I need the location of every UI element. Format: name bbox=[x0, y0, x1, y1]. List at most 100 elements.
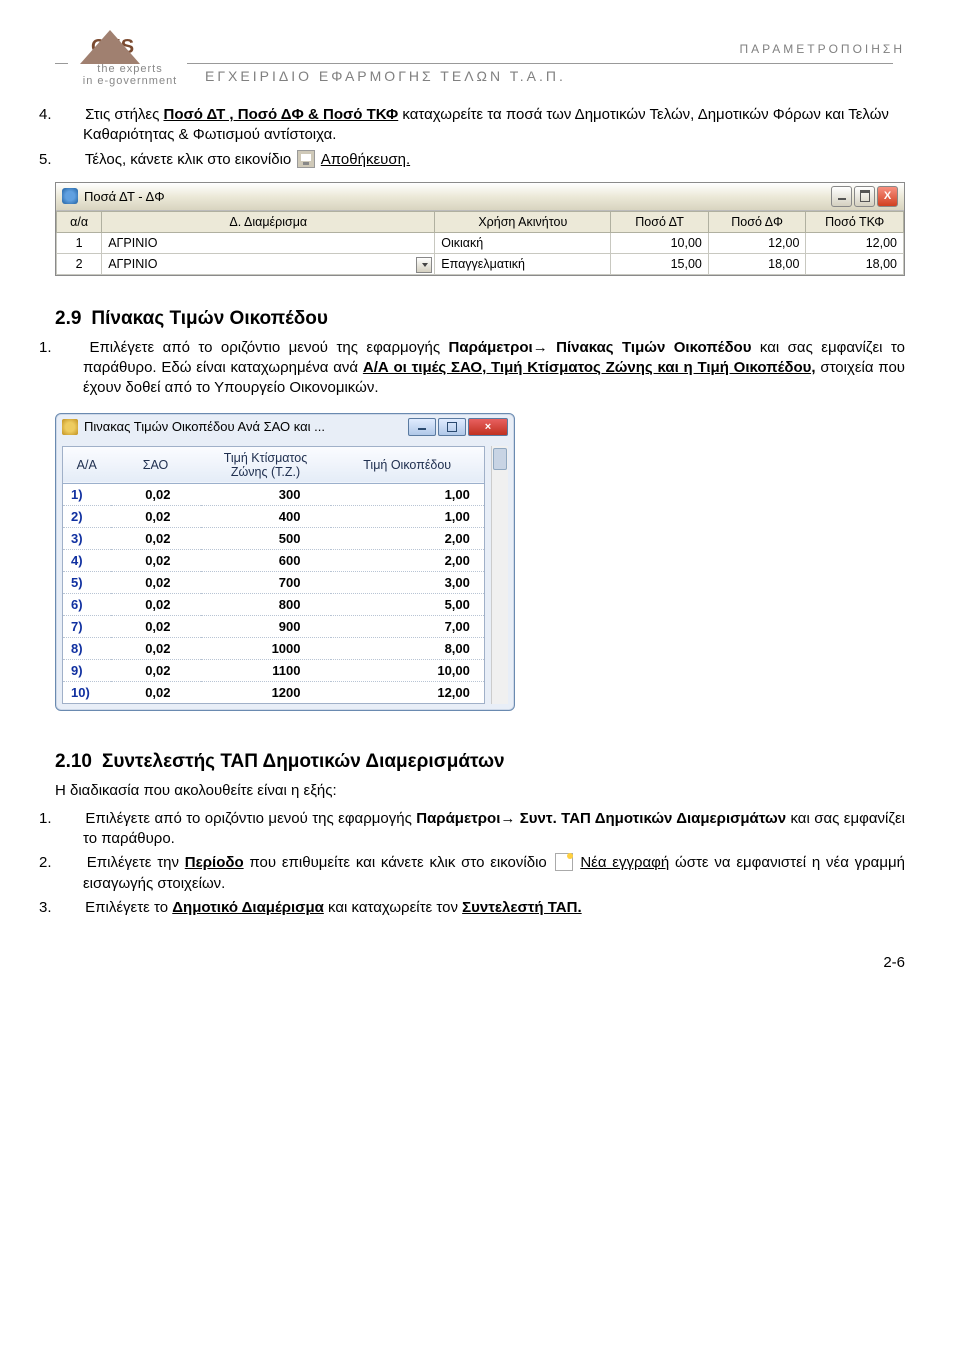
maximize-button[interactable] bbox=[438, 418, 466, 436]
col-sao[interactable]: ΣΑΟ bbox=[111, 446, 201, 483]
col-tkf[interactable]: Ποσό ΤΚΦ bbox=[806, 211, 904, 232]
vertical-scrollbar[interactable] bbox=[491, 446, 508, 704]
cell-aa[interactable]: 8) bbox=[63, 637, 111, 659]
emphasis-columns: Ποσό ΔΤ , Ποσό ΔΦ & Ποσό ΤΚΦ bbox=[164, 106, 399, 123]
cell-aa[interactable]: 1 bbox=[57, 232, 102, 253]
col-diam[interactable]: Δ. Διαμέρισμα bbox=[102, 211, 435, 232]
cell-df[interactable]: 12,00 bbox=[708, 232, 806, 253]
cell-to[interactable]: 1,00 bbox=[331, 483, 485, 505]
table-row[interactable]: 9)0,02110010,00 bbox=[63, 659, 485, 681]
cell-to[interactable]: 2,00 bbox=[331, 549, 485, 571]
col-dt[interactable]: Ποσό ΔΤ bbox=[611, 211, 709, 232]
col-aa[interactable]: Α/Α bbox=[63, 446, 111, 483]
cell-aa[interactable]: 2 bbox=[57, 253, 102, 274]
col-tz[interactable]: Τιμή Κτίσματος Ζώνης (Τ.Ζ.) bbox=[201, 446, 331, 483]
table-row[interactable]: 4)0,026002,00 bbox=[63, 549, 485, 571]
cell-aa[interactable]: 5) bbox=[63, 571, 111, 593]
table-row[interactable]: 1)0,023001,00 bbox=[63, 483, 485, 505]
cell-tkf[interactable]: 12,00 bbox=[806, 232, 904, 253]
cell-aa[interactable]: 7) bbox=[63, 615, 111, 637]
col-aa[interactable]: α/α bbox=[57, 211, 102, 232]
header-rule-right bbox=[187, 63, 893, 64]
close-button[interactable]: X bbox=[877, 186, 898, 207]
table-row[interactable]: 2)0,024001,00 bbox=[63, 505, 485, 527]
cell-aa[interactable]: 4) bbox=[63, 549, 111, 571]
cell-tkf[interactable]: 18,00 bbox=[806, 253, 904, 274]
cell-sao[interactable]: 0,02 bbox=[111, 637, 201, 659]
land-values-grid: Α/Α ΣΑΟ Τιμή Κτίσματος Ζώνης (Τ.Ζ.) Τιμή… bbox=[62, 446, 485, 704]
close-button[interactable]: × bbox=[468, 418, 508, 436]
cell-tz[interactable]: 600 bbox=[201, 549, 331, 571]
new-record-icon bbox=[555, 853, 573, 871]
table-row[interactable]: 7)0,029007,00 bbox=[63, 615, 485, 637]
cell-to[interactable]: 8,00 bbox=[331, 637, 485, 659]
cell-aa[interactable]: 2) bbox=[63, 505, 111, 527]
cell-tz[interactable]: 500 bbox=[201, 527, 331, 549]
cell-sao[interactable]: 0,02 bbox=[111, 659, 201, 681]
grid-body: 1ΑΓΡΙΝΙΟΟικιακή10,0012,0012,002ΑΓΡΙΝΙΟΕπ… bbox=[57, 232, 904, 274]
cell-diam[interactable]: ΑΓΡΙΝΙΟ bbox=[102, 232, 435, 253]
cell-tz[interactable]: 700 bbox=[201, 571, 331, 593]
table-row[interactable]: 3)0,025002,00 bbox=[63, 527, 485, 549]
window-title: Ποσά ΔΤ - ΔΦ bbox=[84, 189, 831, 204]
table-row[interactable]: 1ΑΓΡΙΝΙΟΟικιακή10,0012,0012,00 bbox=[57, 232, 904, 253]
cell-tz[interactable]: 1000 bbox=[201, 637, 331, 659]
save-icon bbox=[297, 150, 315, 168]
table-row[interactable]: 6)0,028005,00 bbox=[63, 593, 485, 615]
cell-to[interactable]: 2,00 bbox=[331, 527, 485, 549]
cell-xrisi[interactable]: Οικιακή bbox=[435, 232, 611, 253]
col-to[interactable]: Τιμή Οικοπέδου bbox=[331, 446, 485, 483]
window-titlebar[interactable]: Ποσά ΔΤ - ΔΦ X bbox=[56, 183, 904, 211]
table-row[interactable]: 8)0,0210008,00 bbox=[63, 637, 485, 659]
manual-title: ΕΓΧΕΙΡΙΔΙΟ ΕΦΑΡΜΟΓΗΣ ΤΕΛΩΝ Τ.Α.Π. bbox=[205, 68, 905, 84]
table-row[interactable]: 2ΑΓΡΙΝΙΟΕπαγγελματική15,0018,0018,00 bbox=[57, 253, 904, 274]
table-row[interactable]: 5)0,027003,00 bbox=[63, 571, 485, 593]
cell-dt[interactable]: 10,00 bbox=[611, 232, 709, 253]
cell-tz[interactable]: 1100 bbox=[201, 659, 331, 681]
window-titlebar[interactable]: Πινακας Τιμών Οικοπέδου Ανά ΣΑΟ και ... … bbox=[56, 414, 514, 440]
col-xrisi[interactable]: Χρήση Ακινήτου bbox=[435, 211, 611, 232]
cell-aa[interactable]: 3) bbox=[63, 527, 111, 549]
cell-sao[interactable]: 0,02 bbox=[111, 593, 201, 615]
cell-to[interactable]: 7,00 bbox=[331, 615, 485, 637]
restore-button[interactable] bbox=[854, 186, 875, 207]
cell-tz[interactable]: 400 bbox=[201, 505, 331, 527]
cell-to[interactable]: 3,00 bbox=[331, 571, 485, 593]
minimize-button[interactable] bbox=[831, 186, 852, 207]
cell-to[interactable]: 10,00 bbox=[331, 659, 485, 681]
cell-tz[interactable]: 1200 bbox=[201, 681, 331, 703]
cell-tz[interactable]: 300 bbox=[201, 483, 331, 505]
cell-aa[interactable]: 9) bbox=[63, 659, 111, 681]
table-row[interactable]: 10)0,02120012,00 bbox=[63, 681, 485, 703]
cell-to[interactable]: 1,00 bbox=[331, 505, 485, 527]
cell-df[interactable]: 18,00 bbox=[708, 253, 806, 274]
cell-sao[interactable]: 0,02 bbox=[111, 681, 201, 703]
dt-df-grid: α/α Δ. Διαμέρισμα Χρήση Ακινήτου Ποσό ΔΤ… bbox=[56, 211, 904, 275]
col-df[interactable]: Ποσό ΔΦ bbox=[708, 211, 806, 232]
scrollbar-thumb[interactable] bbox=[493, 448, 507, 470]
cell-sao[interactable]: 0,02 bbox=[111, 571, 201, 593]
list-number: 5. bbox=[61, 150, 81, 170]
cell-dt[interactable]: 15,00 bbox=[611, 253, 709, 274]
cell-aa[interactable]: 10) bbox=[63, 681, 111, 703]
header-rule-left bbox=[55, 63, 68, 64]
cell-diam[interactable]: ΑΓΡΙΝΙΟ bbox=[102, 253, 435, 274]
cell-sao[interactable]: 0,02 bbox=[111, 615, 201, 637]
minimize-button[interactable] bbox=[408, 418, 436, 436]
cell-aa[interactable]: 6) bbox=[63, 593, 111, 615]
logo-block: OTS the experts in e-government bbox=[55, 30, 205, 87]
cell-xrisi[interactable]: Επαγγελματική bbox=[435, 253, 611, 274]
cell-sao[interactable]: 0,02 bbox=[111, 483, 201, 505]
save-label: Αποθήκευση. bbox=[321, 151, 410, 168]
cell-sao[interactable]: 0,02 bbox=[111, 527, 201, 549]
page-number: 2-6 bbox=[55, 954, 905, 971]
cell-sao[interactable]: 0,02 bbox=[111, 549, 201, 571]
cell-to[interactable]: 5,00 bbox=[331, 593, 485, 615]
list-number: 4. bbox=[61, 105, 81, 125]
cell-aa[interactable]: 1) bbox=[63, 483, 111, 505]
cell-to[interactable]: 12,00 bbox=[331, 681, 485, 703]
cell-sao[interactable]: 0,02 bbox=[111, 505, 201, 527]
cell-tz[interactable]: 900 bbox=[201, 615, 331, 637]
cell-tz[interactable]: 800 bbox=[201, 593, 331, 615]
logo-subtitle-2: in e-government bbox=[55, 75, 205, 87]
